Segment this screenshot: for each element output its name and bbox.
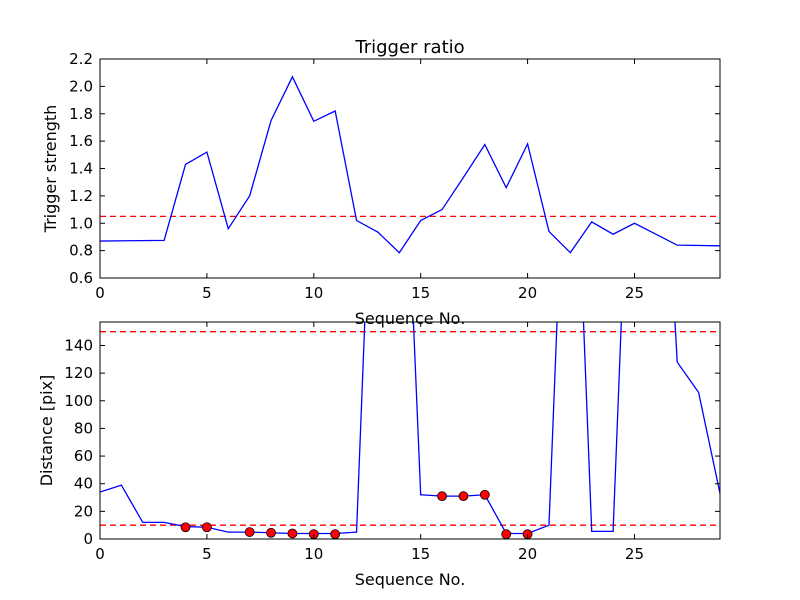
y-tick-label: 1.8: [69, 105, 93, 123]
y-tick-label: 2.2: [69, 50, 93, 68]
distance-chart: 0 5 10 15 20 25 0 20 40 60 80 100 120 140 Sequence N…: [37, 321, 721, 589]
x-tick-label: 0: [95, 545, 105, 563]
series-line: [100, 75, 720, 254]
y-tick-label: 60: [74, 447, 93, 465]
data-marker: [266, 527, 276, 538]
trigger-ratio-chart: Trigger ratio 0 5 10 15 20 25 0.6 0.8 1.0 1.2 1.4…: [41, 37, 721, 328]
y-tick-label: 1.2: [69, 187, 93, 205]
y-tick-label: 0.8: [69, 242, 93, 260]
y-tick-label: 1.6: [69, 132, 93, 150]
y-axis-label: Trigger strength: [41, 105, 60, 234]
data-marker: [244, 527, 255, 537]
x-axis-label: Sequence No.: [355, 570, 466, 589]
y-tick-label: 0: [83, 530, 93, 548]
data-marker: [201, 522, 212, 533]
data-marker: [437, 491, 447, 502]
y-tick-label: 140: [64, 336, 93, 354]
chart-title: Trigger ratio: [354, 37, 464, 58]
data-marker: [287, 528, 298, 539]
x-tick-label: 25: [625, 545, 644, 563]
y-tick-label: 0.6: [69, 269, 93, 287]
x-tick-label: 0: [95, 284, 105, 302]
y-tick-label: 120: [64, 364, 93, 382]
y-tick-label: 2.0: [69, 77, 93, 95]
data-marker: [180, 522, 191, 533]
x-tick-label: 10: [304, 284, 323, 302]
y-tick-label: 80: [74, 419, 93, 437]
data-marker: [479, 489, 490, 500]
x-tick-label: 15: [411, 545, 430, 563]
y-axis-label: Distance [pix]: [37, 375, 56, 487]
y-tick-label: 100: [64, 392, 93, 410]
x-axis-label: Sequence No.: [355, 309, 466, 328]
y-tick-label: 40: [74, 475, 93, 493]
x-tick-label: 5: [202, 284, 212, 302]
y-tick-label: 1.4: [69, 160, 93, 178]
y-tick-label: 20: [74, 502, 93, 520]
x-tick-label: 25: [625, 284, 644, 302]
data-marker: [330, 529, 341, 539]
x-tick-label: 5: [202, 545, 212, 563]
x-tick-label: 20: [518, 284, 537, 302]
data-marker: [458, 491, 469, 502]
data-marker: [501, 529, 512, 539]
y-tick-label: 1.0: [69, 214, 93, 232]
x-tick-label: 10: [304, 545, 323, 563]
plot-frame: [99, 321, 721, 540]
x-tick-label: 15: [411, 284, 430, 302]
x-tick-label: 20: [518, 545, 537, 563]
